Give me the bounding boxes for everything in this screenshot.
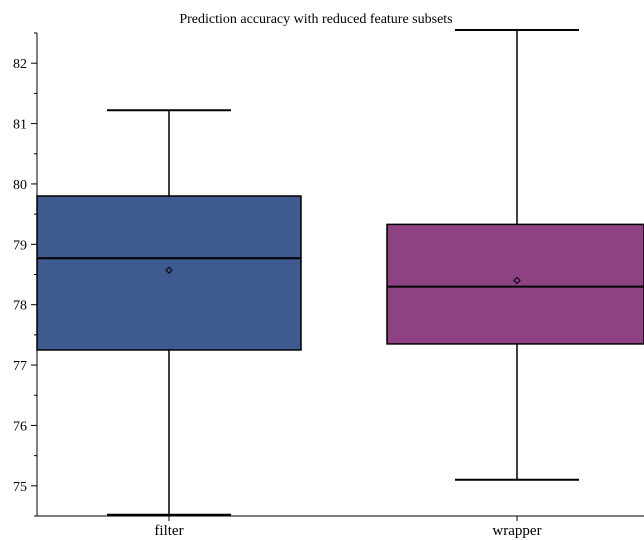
y-axis-ticks: 75 76 77 78 79 80 81 82 — [13, 32, 37, 517]
category-labels: filter wrapper — [154, 516, 542, 539]
category-label-wrapper: wrapper — [492, 523, 541, 539]
box-filter — [36, 109, 302, 516]
y-tick-label: 78 — [13, 299, 27, 314]
category-label-filter: filter — [154, 523, 183, 539]
y-tick-label: 77 — [13, 359, 27, 374]
iqr-box — [386, 223, 644, 345]
chart-title: Prediction accuracy with reduced feature… — [179, 12, 452, 27]
y-tick-label: 82 — [13, 57, 27, 72]
y-tick-label: 76 — [13, 419, 27, 434]
y-tick-label: 79 — [13, 238, 27, 253]
y-tick-label: 80 — [13, 178, 27, 193]
y-tick-label: 75 — [13, 480, 27, 495]
mean-marker — [513, 276, 521, 285]
y-tick-label: 81 — [13, 118, 27, 133]
boxes-group — [36, 28, 644, 516]
box-wrapper — [386, 28, 644, 481]
mean-marker — [165, 266, 173, 274]
